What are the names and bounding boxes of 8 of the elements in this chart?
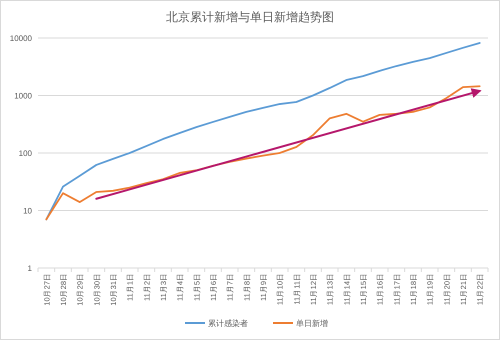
- legend-label: 累计感染者: [208, 319, 248, 328]
- chart-title: 北京累计新增与单日新增趋势图: [166, 10, 334, 24]
- y-tick-label: 100: [18, 149, 33, 158]
- y-tick-label: 1: [28, 264, 33, 273]
- legend-label: 单日新增: [296, 319, 328, 328]
- y-tick-label: 1000: [14, 92, 33, 100]
- y-tick-label: 10000: [10, 34, 33, 43]
- y-tick-label: 10: [23, 206, 33, 216]
